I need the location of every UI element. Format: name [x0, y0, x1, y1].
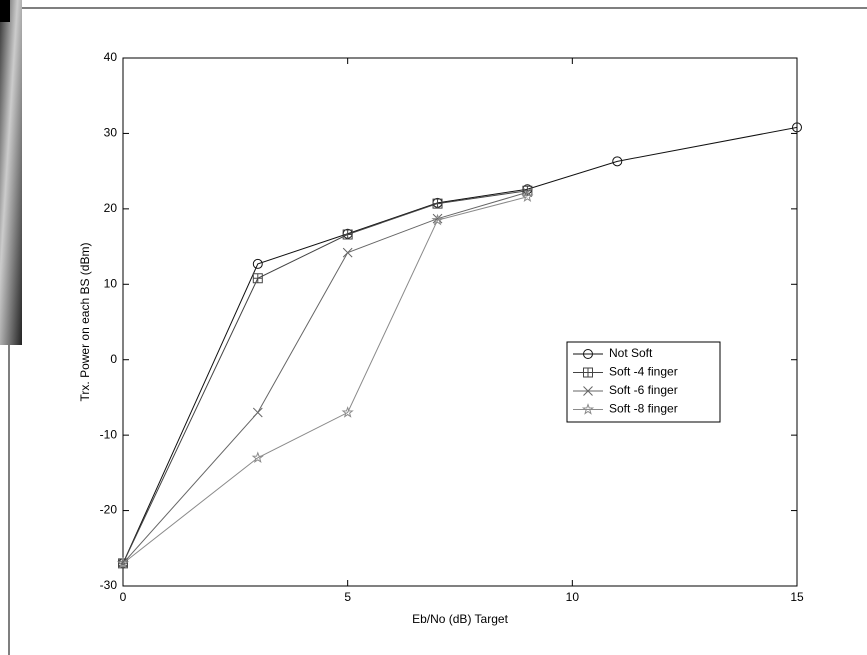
- y-axis-label: Trx. Power on each BS (dBm): [78, 243, 92, 402]
- y-tick-label: 40: [104, 50, 118, 64]
- marker: [432, 198, 443, 209]
- marker: [252, 407, 263, 418]
- x-tick-label: 0: [120, 590, 127, 604]
- marker: [431, 213, 444, 226]
- legend-label: Soft -4 finger: [609, 365, 678, 379]
- y-tick-label: -10: [100, 427, 118, 441]
- marker: [612, 156, 623, 167]
- photo-fragment: [0, 0, 22, 345]
- marker: [583, 367, 593, 378]
- y-tick-label: 10: [104, 276, 118, 290]
- marker: [341, 406, 354, 418]
- legend-label: Not Soft: [609, 346, 653, 360]
- marker: [792, 122, 802, 133]
- marker: [583, 386, 593, 396]
- marker: [583, 349, 593, 359]
- photo-corner: [0, 0, 10, 22]
- marker: [252, 273, 263, 284]
- marker: [521, 190, 534, 202]
- legend-label: Soft -6 finger: [609, 383, 678, 397]
- x-tick-label: 15: [790, 590, 804, 604]
- marker: [432, 213, 443, 224]
- legend-label: Soft -8 finger: [609, 402, 678, 416]
- marker: [252, 258, 263, 269]
- marker: [581, 403, 595, 415]
- marker: [116, 556, 130, 569]
- y-tick-label: -20: [100, 503, 118, 517]
- series-line: [122, 196, 528, 564]
- x-tick-label: 5: [344, 590, 351, 604]
- x-axis-label: Eb/No (dB) Target: [412, 612, 508, 626]
- marker: [342, 229, 353, 240]
- y-tick-label: 30: [104, 126, 118, 140]
- y-tick-label: 20: [104, 201, 118, 215]
- x-tick-label: 10: [566, 590, 580, 604]
- y-tick-label: 0: [110, 352, 117, 366]
- y-tick-label: -30: [100, 578, 118, 592]
- marker: [251, 451, 264, 463]
- axes-box: [122, 57, 798, 587]
- marker: [342, 247, 353, 258]
